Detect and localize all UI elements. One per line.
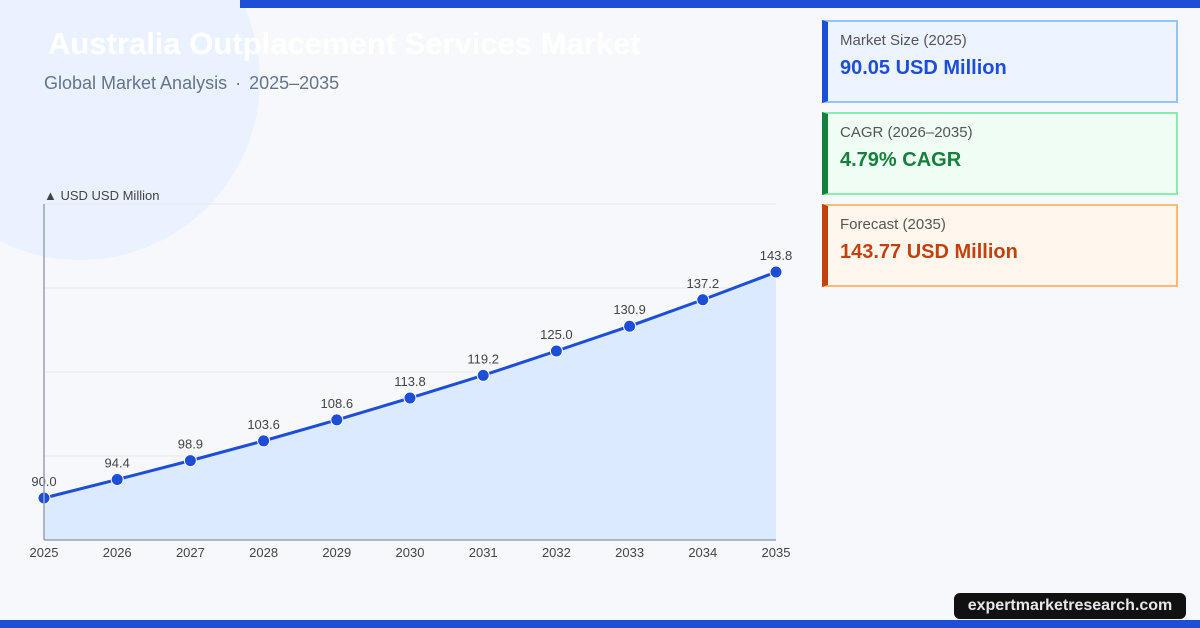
kpi-label: Forecast (2035) — [840, 216, 946, 233]
value-label: 108.6 — [321, 396, 354, 411]
point — [476, 368, 490, 382]
value-label: 94.4 — [105, 456, 130, 471]
value-label: 98.9 — [178, 437, 203, 452]
kpi-label: CAGR (2026–2035) — [840, 124, 973, 141]
point — [110, 473, 124, 487]
point — [330, 413, 344, 427]
point — [183, 454, 197, 468]
value-label: 130.9 — [613, 302, 646, 317]
point — [623, 319, 637, 333]
point — [403, 391, 417, 405]
period: 2025–2035 — [249, 73, 340, 93]
kpi-card: Market Size (2025) 90.05 USD Million — [822, 20, 1178, 103]
top-bar — [240, 0, 1200, 8]
x-tick-label: 2032 — [542, 545, 571, 560]
x-tick-label: 2030 — [396, 545, 425, 560]
point — [769, 265, 783, 279]
point — [696, 293, 710, 307]
kpi-card: Forecast (2035) 143.77 USD Million — [822, 204, 1178, 287]
kpi-value: 90.05 USD Million — [840, 57, 1007, 79]
separator: · — [235, 73, 242, 93]
value-label: 137.2 — [687, 276, 720, 291]
kpi-card: CAGR (2026–2035) 4.79% CAGR — [822, 112, 1178, 195]
x-tick-label: 2031 — [469, 545, 498, 560]
value-label: 143.8 — [760, 248, 793, 263]
kpi-value: 4.79% CAGR — [840, 149, 962, 171]
x-tick-label: 2028 — [249, 545, 278, 560]
bottom-bar — [0, 620, 1200, 628]
footer-badge: expertmarketresearch.com — [954, 593, 1186, 619]
subtitle: Global Market Analysis · 2025–2035 — [44, 73, 347, 94]
x-tick-label: 2035 — [762, 545, 791, 560]
title: Australia Outplacement Services Market — [48, 26, 641, 61]
kpi-value: 143.77 USD Million — [840, 241, 1018, 263]
value-label: 113.8 — [394, 374, 426, 389]
value-label: 103.6 — [247, 417, 280, 432]
x-tick-label: 2033 — [615, 545, 644, 560]
subtitle-text: Global Market Analysis — [44, 73, 228, 93]
kpi-label: Market Size (2025) — [840, 32, 967, 49]
x-tick-label: 2027 — [176, 545, 205, 560]
x-tick-label: 2025 — [30, 545, 59, 560]
value-label: 125.0 — [540, 327, 573, 342]
x-tick-label: 2026 — [103, 545, 132, 560]
y-axis-label: ▲ USD USD Million — [44, 188, 159, 203]
point — [257, 434, 271, 448]
chart: ▲ USD USD Million 2025 2026 2027 2028 2029 203… — [30, 188, 793, 560]
x-tick-label: 2034 — [688, 545, 717, 560]
value-label: 119.2 — [467, 351, 499, 366]
x-tick-label: 2029 — [322, 545, 351, 560]
point — [549, 344, 563, 358]
